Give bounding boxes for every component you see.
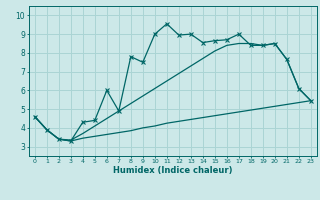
X-axis label: Humidex (Indice chaleur): Humidex (Indice chaleur) bbox=[113, 166, 233, 175]
